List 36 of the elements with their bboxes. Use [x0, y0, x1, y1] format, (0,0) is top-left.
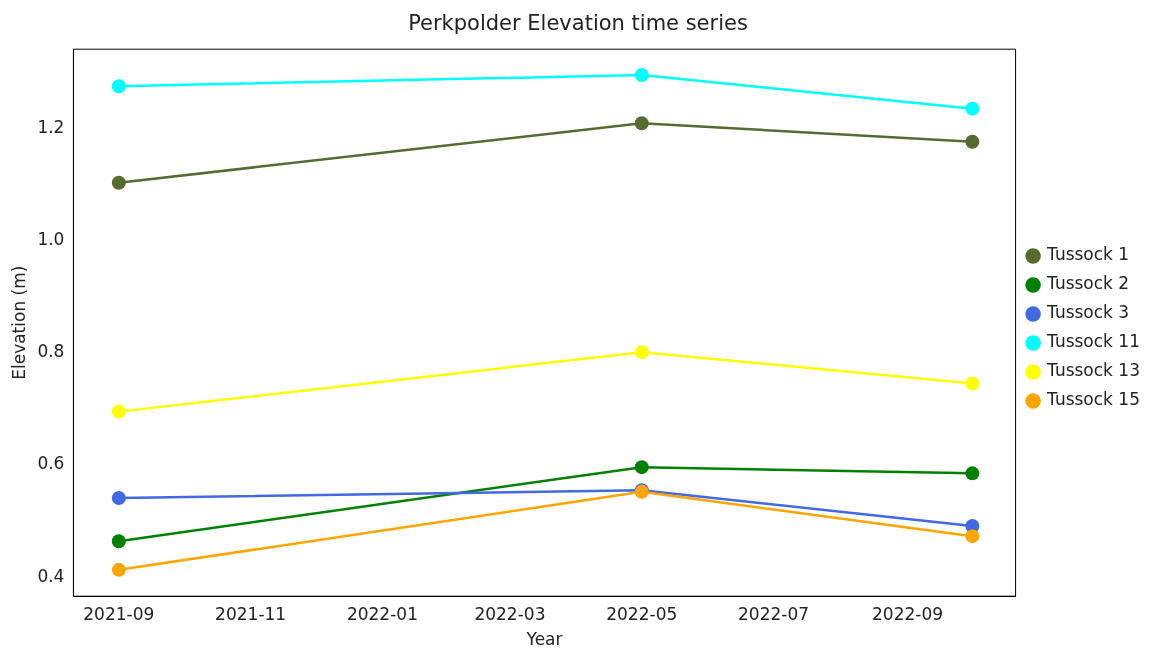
x-tick-label: 2022-09: [872, 603, 944, 624]
point: [965, 101, 980, 116]
point: [634, 68, 649, 83]
legend-label: Tussock 15: [1046, 389, 1140, 410]
x-tick-label: 2022-03: [474, 603, 546, 624]
legend-label: Tussock 3: [1046, 302, 1130, 323]
x-tick-label: 2022-01: [346, 603, 418, 624]
point: [965, 529, 980, 544]
legend-label: Tussock 1: [1046, 244, 1130, 265]
point: [965, 376, 980, 391]
point: [634, 345, 649, 360]
legend-label: Tussock 2: [1046, 273, 1130, 294]
point: [111, 562, 126, 577]
point: [111, 404, 126, 419]
point: [634, 116, 649, 131]
y-axis-title: Elevation (m): [8, 265, 29, 380]
point: [965, 466, 980, 481]
y-tick-label: 1.2: [37, 116, 65, 137]
legend-label: Tussock 11: [1046, 331, 1140, 352]
y-tick-label: 0.8: [37, 341, 65, 362]
legend-label: Tussock 13: [1046, 360, 1140, 381]
x-tick-label: 2022-05: [606, 603, 678, 624]
y-tick-label: 0.6: [37, 453, 65, 474]
x-tick-label: 2022-07: [738, 603, 810, 624]
y-tick-label: 0.4: [37, 565, 65, 586]
y-tick-label: 1.0: [37, 228, 65, 249]
x-tick-label: 2021-11: [215, 603, 287, 624]
x-axis-title: Year: [525, 629, 563, 650]
point: [111, 534, 126, 549]
chart-title: Perkpolder Elevation time series: [408, 11, 748, 36]
point: [111, 79, 126, 94]
point: [111, 175, 126, 190]
point: [965, 134, 980, 149]
point: [111, 491, 126, 506]
x-tick-label: 2021-09: [83, 603, 155, 624]
point: [634, 460, 649, 475]
